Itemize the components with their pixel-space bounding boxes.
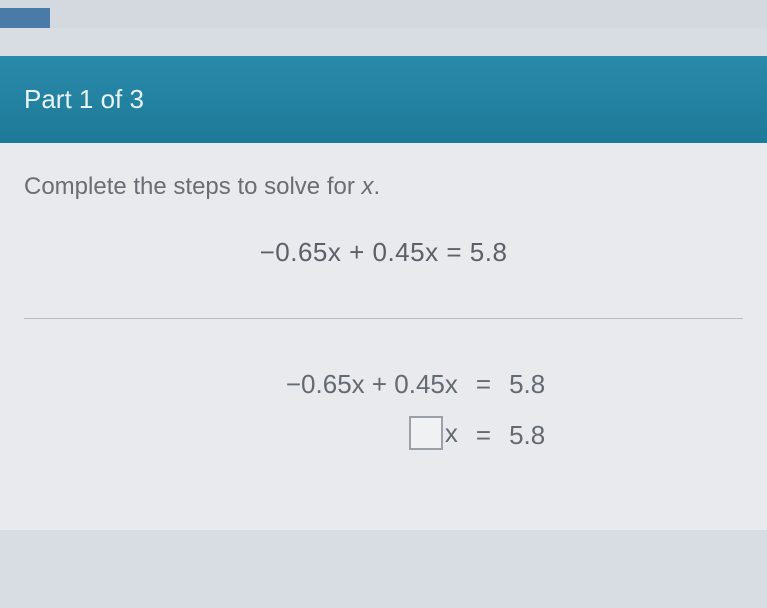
- equation-rhs: 5.8: [470, 237, 508, 267]
- instruction-prefix: Complete the steps to solve for: [24, 173, 362, 200]
- original-equation: −0.65x + 0.45x = 5.8: [24, 237, 743, 308]
- equals-sign: =: [470, 369, 497, 400]
- top-tab-fragment: [0, 8, 50, 28]
- question-container: Part 1 of 3 Complete the steps to solve …: [0, 0, 767, 530]
- solution-2-var: x: [445, 418, 458, 448]
- instruction-variable: x: [362, 173, 374, 200]
- solution-2-lhs: x: [206, 418, 466, 452]
- equation-lhs: −0.65x + 0.45x: [260, 237, 439, 267]
- part-title: Part 1 of 3: [24, 84, 144, 114]
- solution-steps: −0.65x + 0.45x = 5.8 x = 5.8: [24, 369, 743, 510]
- solution-1-rhs: 5.8: [501, 369, 561, 400]
- equals-sign: =: [470, 420, 497, 451]
- section-divider: [24, 318, 743, 319]
- answer-input-box[interactable]: [409, 416, 443, 450]
- top-spacer: [0, 0, 767, 28]
- instruction-suffix: .: [374, 173, 381, 200]
- part-header: Part 1 of 3: [0, 56, 767, 143]
- instruction-text: Complete the steps to solve for x.: [24, 173, 743, 201]
- solution-line-1: −0.65x + 0.45x = 5.8: [24, 369, 743, 400]
- solution-line-2: x = 5.8: [24, 418, 743, 452]
- equation-line-1: −0.65x + 0.45x = 5.8: [24, 237, 743, 268]
- solution-2-rhs: 5.8: [501, 420, 561, 451]
- content-area: Complete the steps to solve for x. −0.65…: [0, 143, 767, 530]
- solution-1-lhs: −0.65x + 0.45x: [206, 369, 466, 400]
- equals-sign: =: [446, 237, 469, 267]
